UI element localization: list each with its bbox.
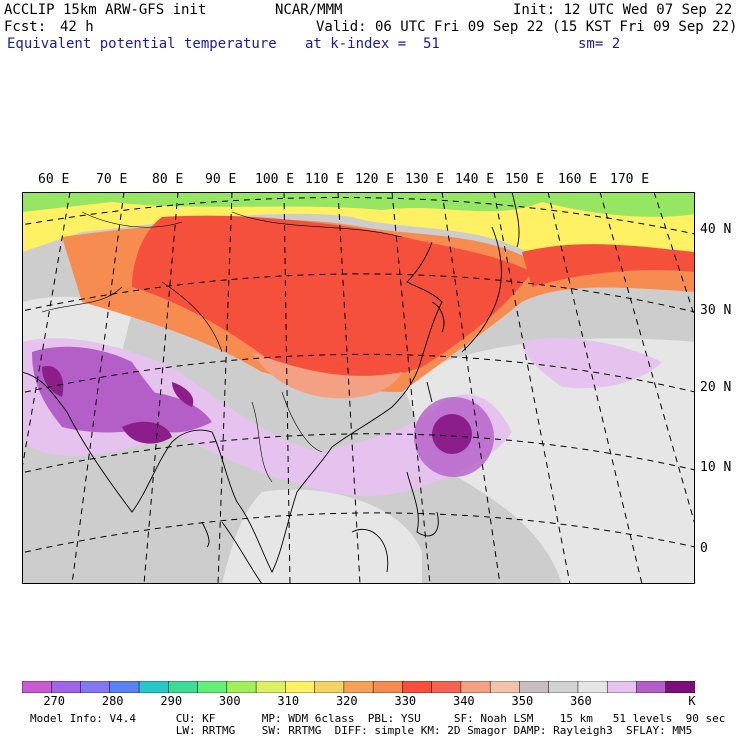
coastline-sumatra bbox=[221, 521, 263, 584]
colorbar-swatch bbox=[255, 681, 287, 693]
coastline-japan bbox=[461, 226, 502, 353]
lilac-pacific bbox=[522, 338, 662, 389]
light-gray-sea bbox=[222, 489, 422, 584]
red-core bbox=[132, 215, 532, 378]
level-index: at k-index = 51 bbox=[305, 36, 440, 52]
smoothing: sm= 2 bbox=[578, 36, 621, 52]
colorbar-swatch bbox=[636, 681, 667, 693]
colorbar-swatch bbox=[402, 681, 433, 693]
dark-violet-himalaya bbox=[172, 382, 194, 407]
colorbar-swatch bbox=[548, 681, 579, 693]
dark-violet-india bbox=[122, 421, 172, 444]
colorbar bbox=[22, 681, 695, 693]
colorbar-swatch bbox=[489, 681, 521, 693]
colorbar-tick-label: 330 bbox=[394, 694, 417, 708]
coastline-srilanka bbox=[201, 521, 210, 548]
longitude-label: 150 E bbox=[505, 172, 545, 187]
map-frame bbox=[22, 192, 695, 584]
colorbar-swatch bbox=[314, 681, 345, 693]
lilac-region bbox=[22, 338, 512, 497]
init-time: Init: 12 UTC Wed 07 Sep 22 bbox=[513, 2, 733, 18]
colorbar-swatch bbox=[197, 681, 228, 693]
colorbar-tick-label: 360 bbox=[570, 694, 592, 708]
red-pacific-band bbox=[522, 244, 695, 287]
violet-bay bbox=[152, 392, 212, 433]
colorbar-tick-label: 320 bbox=[335, 694, 358, 708]
coastline-taiwan bbox=[426, 381, 433, 403]
coastline-se-asia bbox=[236, 356, 423, 574]
colorbar-tick-label: 290 bbox=[160, 694, 183, 708]
colorbar-swatch bbox=[606, 681, 638, 693]
colorbar-tick-label: 280 bbox=[101, 694, 124, 708]
longitude-label: 70 E bbox=[96, 172, 128, 187]
colorbar-swatch bbox=[665, 681, 695, 693]
colorbar-swatch bbox=[109, 681, 140, 693]
latitude-label: 40 N bbox=[700, 222, 732, 237]
valid-time: Valid: 06 UTC Fri 09 Sep 22 (15 KST Fri … bbox=[316, 19, 738, 35]
coastline-korea bbox=[431, 301, 445, 333]
colorbar-swatch bbox=[138, 681, 170, 693]
violet-india bbox=[32, 346, 182, 433]
longitude-label: 140 E bbox=[455, 172, 495, 187]
colorbar-tick-label: 300 bbox=[218, 694, 241, 708]
longitude-label: 80 E bbox=[152, 172, 184, 187]
typhoon-core bbox=[432, 414, 472, 454]
longitude-label: 120 E bbox=[355, 172, 395, 187]
longitude-label: 60 E bbox=[38, 172, 70, 187]
coastline-borneo bbox=[351, 528, 389, 573]
longitude-label: 130 E bbox=[405, 172, 445, 187]
colorbar-swatch bbox=[285, 681, 316, 693]
colorbar-swatch bbox=[372, 681, 404, 693]
colorbar-unit: K bbox=[688, 694, 696, 708]
latitude-label: 0 bbox=[700, 541, 708, 556]
org-label: NCAR/MMM bbox=[275, 2, 343, 18]
coastline-philippines bbox=[406, 471, 439, 537]
coastline-china bbox=[406, 241, 443, 358]
model-title: ACCLIP 15km ARW-GFS init bbox=[4, 2, 207, 18]
colorbar-swatch bbox=[431, 681, 462, 693]
longitude-label: 170 E bbox=[610, 172, 650, 187]
yellow-band bbox=[22, 192, 695, 267]
coastline-sakhalin bbox=[511, 192, 520, 248]
colorbar-swatch bbox=[577, 681, 608, 693]
colorbar-swatch bbox=[519, 681, 550, 693]
colorbar-tick-label: 270 bbox=[43, 694, 66, 708]
country-borders bbox=[41, 211, 403, 483]
theta-e-map bbox=[22, 192, 695, 584]
colorbar-swatch bbox=[343, 681, 374, 693]
latitude-label: 10 N bbox=[700, 460, 732, 475]
longitude-label: 90 E bbox=[205, 172, 237, 187]
colorbar-swatch bbox=[460, 681, 491, 693]
colorbar-swatch bbox=[80, 681, 111, 693]
latitude-label: 20 N bbox=[700, 380, 732, 395]
orange-eastchina bbox=[252, 352, 402, 399]
longitude-label: 160 E bbox=[558, 172, 598, 187]
green-band bbox=[22, 192, 695, 217]
longitude-label: 100 E bbox=[255, 172, 295, 187]
dark-violet-india-north bbox=[42, 366, 64, 397]
forecast-label: Fcst: bbox=[4, 19, 47, 35]
model-info-line1: Model Info: V4.4 CU: KF MP: WDM 6class P… bbox=[30, 712, 726, 725]
coastline-india bbox=[22, 371, 238, 513]
colorbar-tick-label: 350 bbox=[511, 694, 534, 708]
colorbar-swatch bbox=[226, 681, 257, 693]
forecast-hours: 42 h bbox=[60, 19, 94, 35]
latitude-label: 30 N bbox=[700, 303, 732, 318]
longitude-label: 110 E bbox=[305, 172, 345, 187]
colorbar-tick-label: 340 bbox=[452, 694, 475, 708]
model-info-line2: LW: RRTMG SW: RRTMG DIFF: simple KM: 2D … bbox=[30, 724, 693, 737]
colorbar-swatch bbox=[51, 681, 82, 693]
field-name: Equivalent potential temperature bbox=[7, 36, 277, 52]
colorbar-swatch bbox=[22, 681, 53, 693]
colorbar-swatch bbox=[168, 681, 199, 693]
colorbar-tick-label: 310 bbox=[277, 694, 300, 708]
